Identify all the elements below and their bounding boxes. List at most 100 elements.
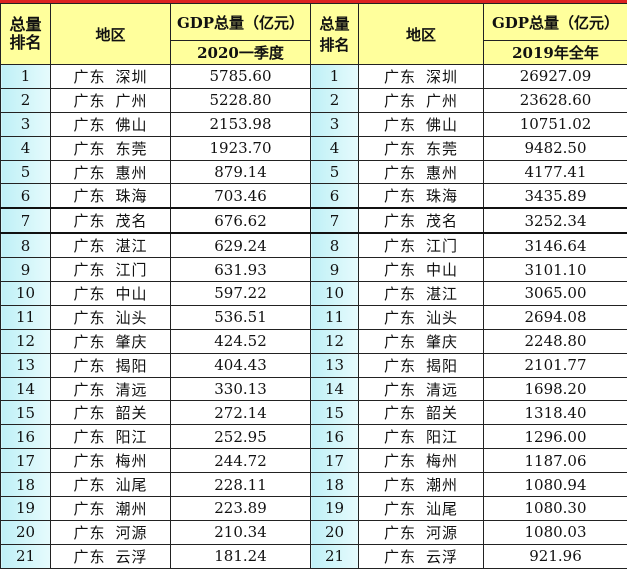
table-row: 14 广东 清远 330.13 14 广东 清远 1698.20: [0, 376, 627, 402]
right-region-cell: 广东 韶关: [358, 400, 484, 426]
table-row: 5 广东 惠州 879.14 5 广东 惠州 4177.41: [0, 159, 627, 185]
province-name: 广东: [383, 284, 416, 303]
province-name: 广东: [383, 67, 416, 86]
right-gdp-cell: 3146.64: [483, 232, 627, 259]
left-region-cell: 广东 深圳: [50, 64, 171, 89]
left-rank-cell: 12: [0, 328, 51, 354]
city-name: 深圳: [426, 67, 459, 86]
province-name: 广东: [73, 139, 106, 158]
left-gdp-cell: 536.51: [170, 304, 311, 330]
left-gdp-cell: 210.34: [170, 519, 311, 545]
right-rank-cell: 3: [310, 111, 359, 137]
left-region-cell: 广东 江门: [50, 257, 171, 283]
province-name: 广东: [73, 499, 106, 518]
province-name: 广东: [73, 308, 106, 327]
province-name: 广东: [73, 284, 106, 303]
city-name: 广州: [115, 91, 148, 110]
right-gdp-cell: 1080.03: [483, 519, 627, 545]
left-rank-cell: 20: [0, 519, 51, 545]
left-rank-cell: 14: [0, 376, 51, 402]
right-gdp-cell: 1698.20: [483, 376, 627, 402]
right-gdp-cell: 1080.94: [483, 472, 627, 498]
city-name: 惠州: [426, 163, 459, 182]
city-name: 梅州: [426, 452, 459, 471]
left-rank-cell: 17: [0, 448, 51, 474]
right-gdp-cell: 2101.77: [483, 352, 627, 378]
right-rank-cell: 15: [310, 400, 359, 426]
province-name: 广东: [73, 523, 106, 542]
city-name: 中山: [115, 284, 148, 303]
province-name: 广东: [383, 476, 416, 495]
left-region-cell: 广东 肇庆: [50, 328, 171, 354]
right-region-cell: 广东 肇庆: [358, 328, 484, 354]
left-rank-cell: 19: [0, 496, 51, 521]
city-name: 深圳: [115, 67, 148, 86]
left-region-cell: 广东 东莞: [50, 135, 171, 161]
city-name: 潮州: [115, 499, 148, 518]
right-region-cell: 广东 河源: [358, 519, 484, 545]
table-row: 12 广东 肇庆 424.52 12 广东 肇庆 2248.80: [0, 328, 627, 354]
right-region-cell: 广东 湛江: [358, 281, 484, 306]
city-name: 云浮: [426, 547, 459, 566]
province-name: 广东: [73, 547, 106, 566]
table-row: 19 广东 潮州 223.89 19 广东 汕尾 1080.30: [0, 496, 627, 521]
right-gdp-cell: 2248.80: [483, 328, 627, 354]
right-rank-cell: 1: [310, 64, 359, 89]
left-region-cell: 广东 阳江: [50, 424, 171, 450]
left-gdp-cell: 597.22: [170, 281, 311, 306]
right-rank-cell: 4: [310, 135, 359, 161]
city-name: 潮州: [426, 476, 459, 495]
province-name: 广东: [383, 356, 416, 375]
right-rank-cell: 21: [310, 543, 359, 569]
city-name: 珠海: [115, 187, 148, 206]
left-rank-cell: 4: [0, 135, 51, 161]
left-region-cell: 广东 汕尾: [50, 472, 171, 498]
table-row: 21 广东 云浮 181.24 21 广东 云浮 921.96: [0, 543, 627, 569]
left-gdp-cell: 244.72: [170, 448, 311, 474]
right-region-cell: 广东 汕头: [358, 304, 484, 330]
left-gdp-cell: 223.89: [170, 496, 311, 521]
left-region-cell: 广东 湛江: [50, 232, 171, 259]
right-region-cell: 广东 阳江: [358, 424, 484, 450]
city-name: 肇庆: [115, 332, 148, 351]
left-rank-cell: 15: [0, 400, 51, 426]
table-row: 1 广东 深圳 5785.60 1 广东 深圳 26927.09: [0, 64, 627, 89]
province-name: 广东: [383, 91, 416, 110]
table-row: 2 广东 广州 5228.80 2 广东 广州 23628.60: [0, 87, 627, 113]
table-row: 9 广东 江门 631.93 9 广东 中山 3101.10: [0, 257, 627, 283]
left-region-cell: 广东 韶关: [50, 400, 171, 426]
right-rank-cell: 5: [310, 159, 359, 185]
city-name: 阳江: [426, 428, 459, 447]
right-rank-header: 总量 排名: [310, 3, 359, 65]
city-name: 汕头: [115, 308, 148, 327]
period-header-row: 2020一季度 2019年全年: [1, 40, 627, 65]
right-region-cell: 广东 佛山: [358, 111, 484, 137]
table-row: 20 广东 河源 210.34 20 广东 河源 1080.03: [0, 519, 627, 545]
table-row: 10 广东 中山 597.22 10 广东 湛江 3065.00: [0, 281, 627, 306]
right-rank-cell: 20: [310, 519, 359, 545]
city-name: 中山: [426, 261, 459, 280]
right-gdp-cell: 3252.34: [483, 207, 627, 235]
right-gdp-cell: 23628.60: [483, 87, 627, 113]
city-name: 河源: [115, 523, 148, 542]
left-region-cell: 广东 广州: [50, 87, 171, 113]
left-rank-cell: 8: [0, 232, 51, 259]
left-gdp-cell: 5228.80: [170, 87, 311, 113]
right-region-cell: 广东 云浮: [358, 543, 484, 569]
left-rank-cell: 3: [0, 111, 51, 137]
left-rank-cell: 6: [0, 183, 51, 210]
province-name: 广东: [73, 332, 106, 351]
left-region-cell: 广东 惠州: [50, 159, 171, 185]
right-rank-cell: 14: [310, 376, 359, 402]
province-name: 广东: [73, 115, 106, 134]
province-name: 广东: [73, 356, 106, 375]
province-name: 广东: [73, 187, 106, 206]
city-name: 阳江: [115, 428, 148, 447]
city-name: 茂名: [426, 212, 459, 231]
province-name: 广东: [383, 428, 416, 447]
table-row: 11 广东 汕头 536.51 11 广东 汕头 2694.08: [0, 304, 627, 330]
rank-header-line2: 排名: [319, 36, 350, 54]
left-gdp-cell: 181.24: [170, 543, 311, 569]
city-name: 佛山: [426, 115, 459, 134]
